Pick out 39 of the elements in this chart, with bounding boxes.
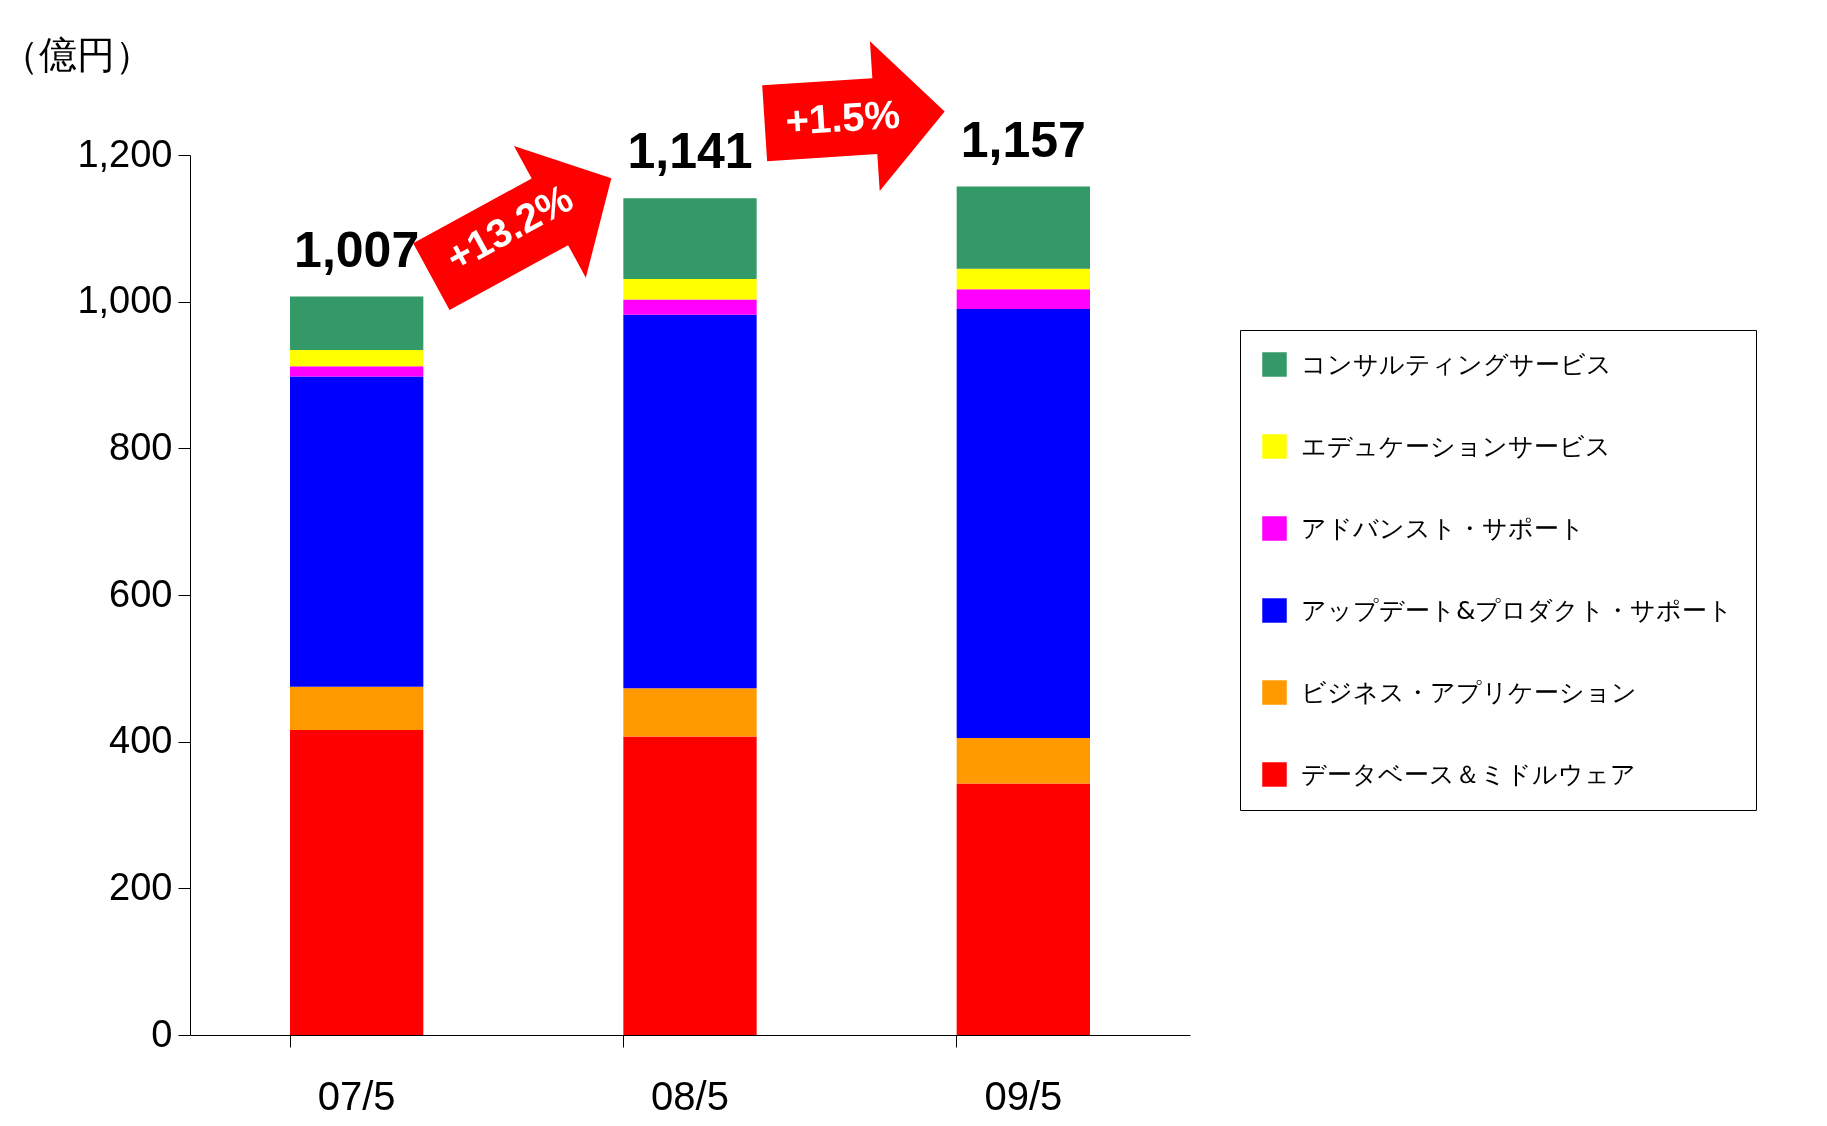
legend-label: アップデート&プロダクト・サポート (1301, 595, 1734, 625)
bar (623, 314, 757, 689)
x-tick-label: 09/5 (984, 1073, 1063, 1118)
bar (623, 299, 757, 315)
y-tick-label: 600 (109, 572, 173, 615)
bar (956, 309, 1090, 738)
y-tick-label: 1,000 (77, 279, 173, 322)
bar (623, 688, 757, 737)
bar (290, 366, 424, 377)
bar (956, 268, 1090, 290)
bar (290, 686, 424, 730)
x-tick-label: 07/5 (317, 1073, 396, 1118)
bar (623, 198, 757, 279)
legend-label: コンサルティングサービス (1301, 349, 1612, 379)
x-tick-label: 08/5 (651, 1073, 729, 1118)
bar (956, 738, 1090, 784)
bar (623, 278, 757, 300)
legend-label: エデュケーションサービス (1301, 431, 1611, 461)
bar (290, 729, 424, 1035)
bar (956, 186, 1090, 269)
legend-label: データベース＆ミドルウェア (1301, 759, 1636, 789)
bar (290, 350, 424, 367)
total-label: 1,007 (294, 221, 420, 278)
bar (623, 736, 757, 1035)
total-label: 1,157 (960, 111, 1086, 168)
y-tick-label: 1,200 (77, 132, 173, 175)
y-tick-label: 400 (109, 719, 173, 762)
total-label: 1,141 (627, 123, 753, 180)
text: +1.5% (784, 91, 902, 144)
y-tick-label: 200 (109, 865, 173, 908)
y-axis-title: （億円） (0, 32, 153, 77)
bar (956, 783, 1090, 1035)
bar (290, 296, 424, 351)
legend-label: ビジネス・アプリケーション (1301, 677, 1637, 707)
legend-label: アドバンスト・サポート (1301, 513, 1585, 543)
bar (290, 376, 424, 687)
bar (956, 289, 1090, 309)
y-tick-label: 0 (151, 1012, 173, 1055)
y-tick-label: 800 (109, 425, 173, 468)
